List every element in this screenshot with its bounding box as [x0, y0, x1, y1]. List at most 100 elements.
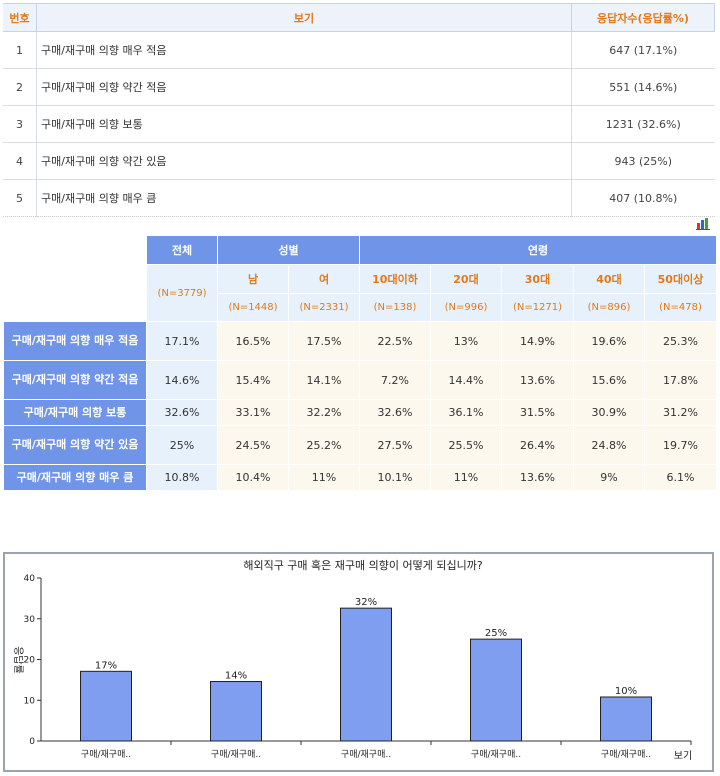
row-option: 구매/재구매 의향 보통 — [36, 105, 572, 143]
cross-row: 구매/재구매 의향 약간 있음 25% 24.5% 25.2% 27.5% 25… — [3, 425, 717, 465]
x-tick-label: 구매/재구매.. — [341, 749, 391, 760]
row-count: 407 (10.8%) — [571, 179, 715, 217]
cell-value: 25.5% — [430, 425, 502, 465]
bar — [80, 670, 132, 742]
cell-value: 10.4% — [217, 464, 289, 491]
bar — [470, 638, 522, 742]
row-number: 3 — [3, 105, 37, 143]
cell-value: 17.8% — [644, 360, 717, 400]
cell-value: 33.1% — [217, 399, 289, 426]
cell-value: 14.1% — [288, 360, 360, 400]
cell-value: 25.2% — [288, 425, 360, 465]
cell-value: 11% — [430, 464, 502, 491]
y-tick-label: 10 — [24, 696, 36, 706]
cell-value: 25.3% — [644, 321, 717, 361]
age-n: (N=478) — [644, 293, 717, 322]
cell-value: 27.5% — [359, 425, 431, 465]
row-count: 1231 (32.6%) — [571, 105, 715, 143]
cross-row: 구매/재구매 의향 매우 큼 10.8% 10.4% 11% 10.1% 11%… — [3, 464, 717, 491]
cross-row: 구매/재구매 의향 보통 32.6% 33.1% 32.2% 32.6% 36.… — [3, 399, 717, 426]
cell-value: 32.2% — [288, 399, 360, 426]
gender-label: 남 — [217, 264, 289, 294]
bar — [600, 696, 652, 742]
header-number: 번호 — [3, 3, 37, 32]
gender-label: 여 — [288, 264, 360, 294]
row-count: 647 (17.1%) — [571, 31, 715, 69]
total-value: 10.8% — [146, 464, 218, 491]
row-option: 구매/재구매 의향 매우 큼 — [36, 179, 572, 217]
y-tick-label: 0 — [29, 737, 35, 747]
cell-value: 15.6% — [573, 360, 645, 400]
cross-row: 구매/재구매 의향 매우 적음 17.1% 16.5% 17.5% 22.5% … — [3, 321, 717, 361]
y-tick-label: 20 — [24, 656, 36, 666]
row-option: 구매/재구매 의향 약간 있음 — [36, 142, 572, 180]
cell-value: 11% — [288, 464, 360, 491]
y-tick-label: 40 — [24, 574, 36, 584]
x-tick-label: 구매/재구매.. — [81, 749, 131, 760]
bar — [340, 607, 392, 742]
cell-value: 13% — [430, 321, 502, 361]
age-n: (N=996) — [430, 293, 502, 322]
summary-row: 4 구매/재구매 의향 약간 있음 943 (25%) — [3, 142, 715, 180]
cell-value: 13.6% — [501, 360, 574, 400]
x-tick-label: 구매/재구매.. — [471, 749, 521, 760]
cell-value: 26.4% — [501, 425, 574, 465]
age-label: 50대이상 — [644, 264, 717, 294]
bar-data-label: 14% — [225, 671, 247, 682]
header-option: 보기 — [36, 3, 572, 32]
cell-value: 24.8% — [573, 425, 645, 465]
row-label: 구매/재구매 의향 매우 적음 — [3, 321, 147, 361]
row-number: 4 — [3, 142, 37, 180]
gender-n: (N=1448) — [217, 293, 289, 322]
bar-data-label: 32% — [355, 597, 377, 608]
cell-value: 14.4% — [430, 360, 502, 400]
cell-value: 7.2% — [359, 360, 431, 400]
summary-row: 5 구매/재구매 의향 매우 큼 407 (10.8%) — [3, 179, 715, 217]
cross-table: 전체 성별 연령 (N=3779) 남 여 10대이하 20대 30대 40대 … — [3, 235, 717, 491]
row-option: 구매/재구매 의향 매우 적음 — [36, 31, 572, 69]
bar-chart-icon[interactable] — [696, 218, 710, 230]
summary-table: 번호 보기 응답자수(응답률%) 1 구매/재구매 의향 매우 적음 647 (… — [3, 3, 715, 217]
age-label: 20대 — [430, 264, 502, 294]
chart-title: 해외직구 구매 혹은 재구매 의향이 어떻게 되십니까? — [243, 558, 482, 572]
age-header: 연령 — [359, 235, 717, 265]
cell-value: 16.5% — [217, 321, 289, 361]
cell-value: 9% — [573, 464, 645, 491]
bar-chart: 해외직구 구매 혹은 재구매 의향이 어떻게 되십니까? 응답률 보기 0 10 2… — [3, 552, 714, 772]
bar-data-label: 17% — [95, 660, 117, 671]
age-label: 30대 — [501, 264, 574, 294]
summary-row: 1 구매/재구매 의향 매우 적음 647 (17.1%) — [3, 31, 715, 69]
summary-row: 3 구매/재구매 의향 보통 1231 (32.6%) — [3, 105, 715, 143]
cell-value: 24.5% — [217, 425, 289, 465]
cell-value: 32.6% — [359, 399, 431, 426]
row-count: 551 (14.6%) — [571, 68, 715, 106]
cell-value: 36.1% — [430, 399, 502, 426]
age-label: 10대이하 — [359, 264, 431, 294]
cell-value: 22.5% — [359, 321, 431, 361]
y-axis-label: 응답률 — [12, 646, 24, 674]
total-value: 32.6% — [146, 399, 218, 426]
cell-value: 19.6% — [573, 321, 645, 361]
age-n: (N=138) — [359, 293, 431, 322]
row-count: 943 (25%) — [571, 142, 715, 180]
row-number: 1 — [3, 31, 37, 69]
total-value: 17.1% — [146, 321, 218, 361]
corner-cell — [3, 235, 147, 322]
total-value: 14.6% — [146, 360, 218, 400]
summary-header-row: 번호 보기 응답자수(응답률%) — [3, 3, 715, 32]
row-number: 2 — [3, 68, 37, 106]
cell-value: 13.6% — [501, 464, 574, 491]
age-n: (N=1271) — [501, 293, 574, 322]
cell-value: 30.9% — [573, 399, 645, 426]
x-axis-label: 보기 — [674, 750, 692, 762]
cell-value: 19.7% — [644, 425, 717, 465]
row-number: 5 — [3, 179, 37, 217]
cell-value: 31.5% — [501, 399, 574, 426]
cell-value: 6.1% — [644, 464, 717, 491]
row-label: 구매/재구매 의향 약간 있음 — [3, 425, 147, 465]
summary-row: 2 구매/재구매 의향 약간 적음 551 (14.6%) — [3, 68, 715, 106]
cell-value: 15.4% — [217, 360, 289, 400]
row-label: 구매/재구매 의향 보통 — [3, 399, 147, 426]
x-tick-label: 구매/재구매.. — [601, 749, 651, 760]
total-value: 25% — [146, 425, 218, 465]
